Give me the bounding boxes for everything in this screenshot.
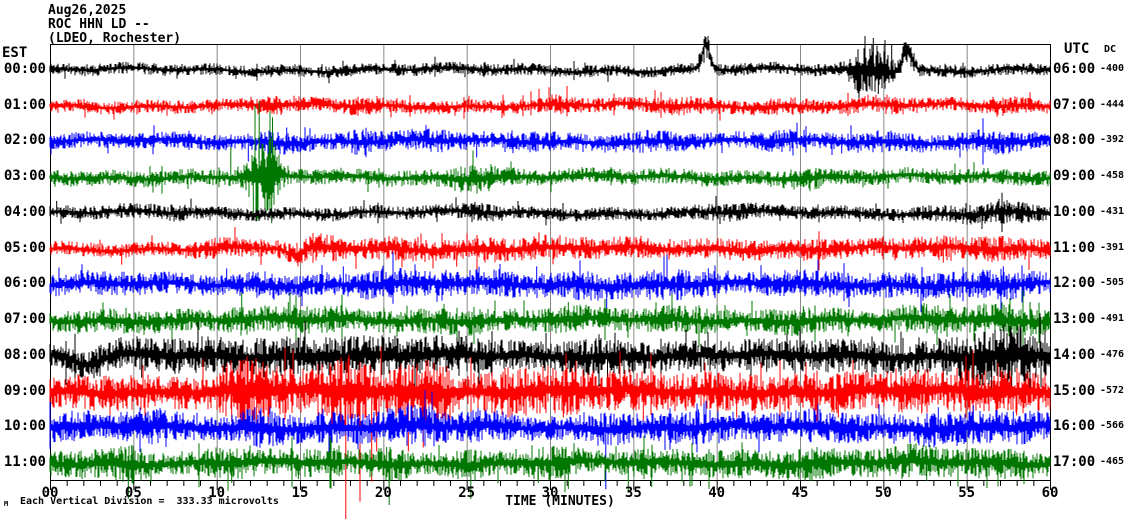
corner-mark: M bbox=[4, 500, 9, 508]
est-time-label: 08:00 bbox=[3, 346, 46, 363]
est-time-label: 09:00 bbox=[3, 382, 46, 399]
x-tick-label: 40 bbox=[708, 485, 726, 501]
minute-ticks bbox=[50, 480, 1051, 490]
utc-time-label: 15:00 bbox=[1053, 382, 1096, 399]
x-tick-label: 20 bbox=[374, 485, 392, 501]
dc-value: -392 bbox=[1100, 134, 1125, 146]
dc-value: -444 bbox=[1100, 98, 1125, 110]
right-axis-label: UTC bbox=[1064, 41, 1090, 57]
est-time-label: 04:00 bbox=[3, 203, 46, 220]
dc-value: -491 bbox=[1100, 313, 1125, 325]
dc-value: -431 bbox=[1100, 205, 1125, 217]
x-tick-label: 15 bbox=[291, 485, 309, 501]
est-time-label: 07:00 bbox=[3, 311, 46, 328]
utc-time-label: 11:00 bbox=[1053, 239, 1096, 256]
x-axis-title: TIME (MINUTES) bbox=[505, 494, 615, 509]
utc-time-label: 07:00 bbox=[1053, 96, 1096, 113]
dc-value: -465 bbox=[1100, 455, 1125, 467]
dc-value: -458 bbox=[1100, 170, 1125, 182]
dc-value: -391 bbox=[1100, 241, 1125, 253]
x-tick-label: 10 bbox=[208, 485, 226, 501]
est-time-label: 03:00 bbox=[3, 168, 46, 185]
header-location: (LDEO, Rochester) bbox=[48, 31, 182, 46]
utc-time-label: 08:00 bbox=[1053, 132, 1096, 149]
dc-value: -572 bbox=[1100, 384, 1125, 396]
trace-row-04:00 bbox=[49, 192, 1051, 232]
trace-row-05:00 bbox=[49, 227, 1051, 273]
dc-value: -566 bbox=[1100, 420, 1125, 432]
x-tick-label: 35 bbox=[624, 485, 642, 501]
scale-note: Each Vertical Division = 333.33 microvol… bbox=[20, 496, 279, 507]
x-tick-label: 05 bbox=[124, 485, 142, 501]
header-station: ROC HHN LD -- bbox=[48, 17, 150, 32]
utc-time-label: 17:00 bbox=[1053, 453, 1096, 470]
x-tick-label: 45 bbox=[791, 485, 809, 501]
est-time-label: 05:00 bbox=[3, 239, 46, 256]
dc-axis-label: DC bbox=[1104, 44, 1117, 55]
grid-lines bbox=[133, 44, 968, 480]
utc-time-label: 09:00 bbox=[1053, 168, 1096, 185]
dc-value: -476 bbox=[1100, 348, 1125, 360]
x-tick-label: 50 bbox=[874, 485, 892, 501]
utc-time-label: 10:00 bbox=[1053, 203, 1096, 220]
utc-time-label: 12:00 bbox=[1053, 275, 1096, 292]
trace-row-00:00 bbox=[49, 36, 1051, 101]
est-time-label: 00:00 bbox=[3, 61, 46, 77]
left-axis-label: EST bbox=[2, 45, 28, 61]
est-time-label: 02:00 bbox=[3, 132, 46, 149]
x-tick-label: 55 bbox=[958, 485, 976, 501]
header-date: Aug26,2025 bbox=[48, 3, 127, 18]
utc-time-label: 13:00 bbox=[1053, 311, 1096, 328]
dc-value: -505 bbox=[1100, 277, 1125, 289]
trace-row-09:00 bbox=[49, 346, 1051, 519]
trace-row-03:00 bbox=[49, 101, 1051, 224]
trace-row-10:00 bbox=[49, 390, 1051, 490]
x-tick-label: 25 bbox=[458, 485, 476, 501]
est-time-label: 10:00 bbox=[3, 418, 46, 435]
x-tick-label: 00 bbox=[41, 485, 59, 501]
utc-time-label: 14:00 bbox=[1053, 346, 1096, 363]
trace-row-11:00 bbox=[49, 436, 1051, 505]
trace-row-01:00 bbox=[49, 86, 1051, 121]
utc-time-label: 06:00 bbox=[1053, 61, 1096, 77]
utc-time-label: 16:00 bbox=[1053, 418, 1096, 435]
est-time-label: 06:00 bbox=[3, 275, 46, 292]
est-time-label: 11:00 bbox=[3, 453, 46, 470]
trace-row-08:00 bbox=[49, 313, 1051, 408]
trace-row-07:00 bbox=[49, 290, 1051, 348]
dc-value: -400 bbox=[1100, 63, 1125, 74]
est-time-label: 01:00 bbox=[3, 96, 46, 113]
x-tick-label: 30 bbox=[541, 485, 559, 501]
x-tick-label: 60 bbox=[1041, 485, 1059, 501]
trace-row-06:00 bbox=[49, 251, 1051, 315]
